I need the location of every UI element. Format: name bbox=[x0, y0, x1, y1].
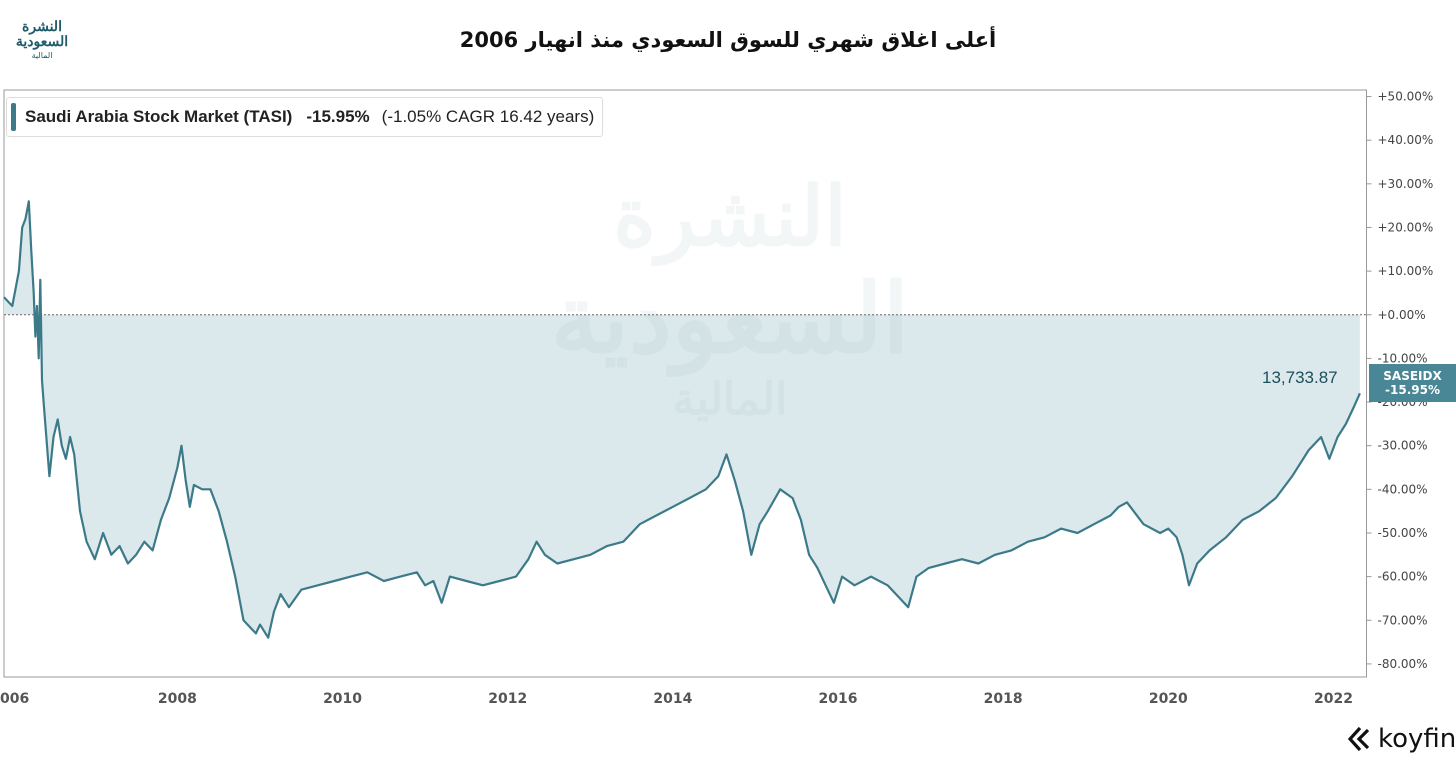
y-tick-label: -50.00% bbox=[1378, 526, 1428, 540]
y-tick-label: +20.00% bbox=[1378, 220, 1434, 234]
x-tick-label: 2010 bbox=[323, 691, 362, 707]
koyfin-logo-icon bbox=[1348, 726, 1370, 752]
logo: النشرة السعودية المالية bbox=[10, 20, 74, 61]
plot-frame bbox=[3, 89, 1367, 678]
x-tick-label: 2016 bbox=[819, 691, 858, 707]
legend-series-name: Saudi Arabia Stock Market (TASI) bbox=[25, 107, 293, 126]
x-axis: 006 2008 2010 2012 2014 2016 2018 2020 2022 bbox=[0, 691, 1353, 707]
x-tick-label: 2014 bbox=[653, 691, 692, 707]
x-tick-label: 2020 bbox=[1149, 691, 1188, 707]
series-line bbox=[3, 200, 1361, 639]
legend-return: -15.95% bbox=[306, 107, 370, 126]
y-tick-label: -10.00% bbox=[1378, 351, 1428, 365]
x-tick-label: 2012 bbox=[488, 691, 527, 707]
x-tick-label: 006 bbox=[0, 691, 29, 707]
legend-swatch bbox=[11, 103, 16, 131]
y-tick-label: +0.00% bbox=[1378, 308, 1426, 322]
y-tick-label: -70.00% bbox=[1378, 613, 1428, 627]
y-tick-label: -40.00% bbox=[1378, 482, 1428, 496]
ticker-change: -15.95% bbox=[1385, 383, 1440, 397]
legend-cagr: (-1.05% CAGR 16.42 years) bbox=[381, 107, 595, 126]
y-axis: +50.00% +40.00% +30.00% +20.00% +10.00% +0.00… bbox=[1366, 90, 1434, 671]
logo-line-2: السعودية bbox=[15, 33, 69, 50]
brand-name: koyfin bbox=[1378, 724, 1456, 754]
y-tick-label: +10.00% bbox=[1378, 264, 1434, 278]
y-tick-label: +50.00% bbox=[1378, 90, 1434, 104]
logo-line-3: المالية bbox=[31, 51, 53, 61]
x-tick-label: 2018 bbox=[984, 691, 1023, 707]
logo-line-1: النشرة bbox=[22, 19, 62, 35]
y-tick-label: +30.00% bbox=[1378, 177, 1434, 191]
y-tick-label: -80.00% bbox=[1378, 657, 1428, 671]
ticker-symbol: SASEIDX bbox=[1383, 369, 1442, 383]
y-tick-label: -30.00% bbox=[1378, 439, 1428, 453]
y-tick-label: +40.00% bbox=[1378, 133, 1434, 147]
drawdown-area bbox=[4, 201, 1360, 638]
brand[interactable]: koyfin bbox=[1348, 724, 1456, 754]
ticker-tag: SASEIDX -15.95% bbox=[1369, 364, 1456, 402]
legend[interactable]: Saudi Arabia Stock Market (TASI) -15.95%… bbox=[6, 97, 604, 137]
last-value-label: 13,733.87 bbox=[1262, 368, 1338, 387]
chart-title: أعلى اغلاق شهري للسوق السعودي منذ انهيار… bbox=[459, 28, 997, 52]
x-tick-label: 2008 bbox=[158, 691, 197, 707]
y-tick-label: -60.00% bbox=[1378, 570, 1428, 584]
x-tick-label: 2022 bbox=[1314, 691, 1353, 707]
